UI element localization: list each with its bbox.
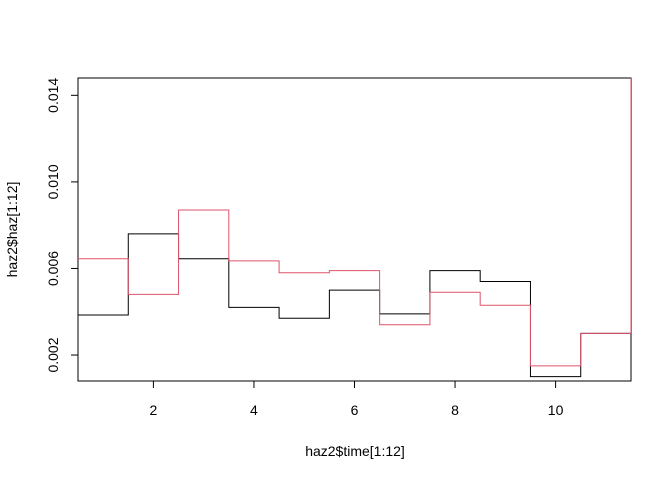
y-tick-label: 0.014 [45, 78, 61, 113]
series-layer [78, 78, 631, 378]
y-axis-label: haz2$haz[1:12] [4, 182, 20, 278]
x-tick-label: 4 [250, 402, 258, 418]
y-tick-label: 0.010 [45, 164, 61, 199]
x-tick-label: 6 [351, 402, 359, 418]
y-tick-label: 0.002 [45, 337, 61, 372]
plot-frame [77, 77, 632, 382]
x-axis-label: haz2$time[1:12] [305, 443, 405, 459]
x-tick-label: 2 [150, 402, 158, 418]
series-line-2 [78, 78, 631, 367]
y-tick-label: 0.006 [45, 251, 61, 286]
x-tick-label: 10 [548, 402, 564, 418]
x-tick-label: 8 [451, 402, 459, 418]
x-axis: 2 4 6 8 10 [150, 380, 564, 418]
series-line-1 [78, 233, 631, 378]
y-axis: 0.002 0.006 0.010 0.014 [45, 78, 79, 373]
